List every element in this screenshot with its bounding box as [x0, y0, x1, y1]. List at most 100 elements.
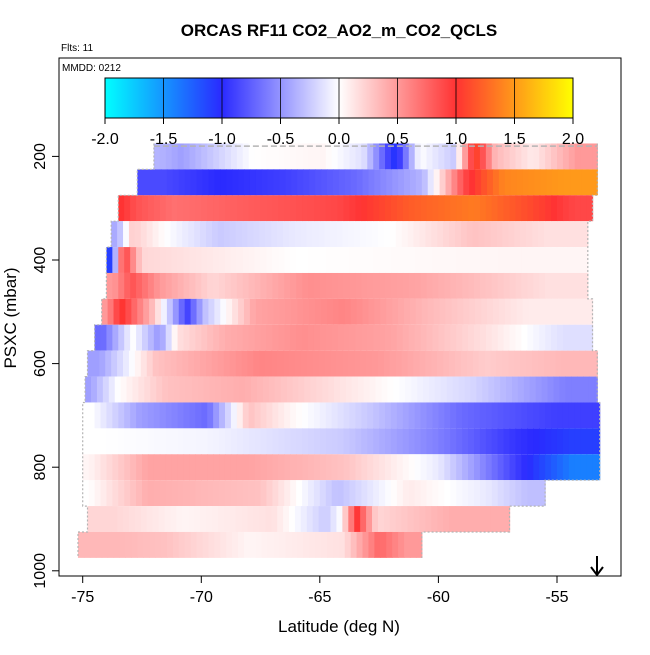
heatmap-cell [290, 480, 297, 507]
heatmap-cell [411, 376, 418, 403]
heatmap-cell [302, 324, 309, 351]
heatmap-cell [383, 350, 391, 377]
heatmap-cell [260, 454, 268, 481]
heatmap-cell [462, 247, 469, 273]
heatmap-cell [556, 428, 564, 455]
heatmap-cell [373, 195, 380, 222]
heatmap-cell [153, 402, 161, 429]
heatmap-cell [452, 376, 460, 403]
heatmap-cell [509, 324, 517, 351]
flight-track-line [77, 143, 155, 558]
heatmap-cell [385, 402, 392, 429]
heatmap-cell [236, 428, 244, 455]
heatmap-cell [372, 506, 379, 532]
heatmap-cell [245, 376, 252, 403]
heatmap-cell [164, 350, 172, 377]
heatmap-cell [349, 480, 357, 507]
heatmap-cell [372, 221, 379, 248]
heatmap-cell [527, 428, 534, 455]
heatmap-cell [165, 480, 173, 507]
heatmap-cell [108, 376, 116, 403]
heatmap-cell [574, 454, 582, 481]
heatmap-cell [124, 428, 131, 455]
heatmap-cell [326, 298, 334, 325]
heatmap-cell [171, 480, 179, 507]
colorbar-ticks: -2.0 -1.5 -1.0 -0.5 0.0 0.5 1.0 1.5 2.0 [91, 118, 584, 148]
heatmap-cell [437, 506, 444, 532]
heatmap-cell [313, 454, 321, 481]
heatmap-cell [444, 480, 451, 507]
y-tick-label: 200 [32, 143, 49, 170]
heatmap-cell [203, 376, 211, 403]
heatmap-cell [586, 454, 594, 481]
heatmap-cell [349, 324, 357, 351]
heatmap-cell [456, 480, 463, 507]
heatmap-cell [94, 324, 102, 351]
heatmap-cell [83, 531, 91, 558]
heatmap-cell [242, 454, 250, 481]
heatmap-cell [509, 480, 517, 507]
heatmap-cell [230, 324, 238, 351]
heatmap-cell [526, 350, 533, 377]
heatmap-cell [214, 531, 221, 558]
heatmap-cell [130, 272, 137, 299]
heatmap-cell [498, 298, 506, 325]
heatmap-cell [130, 454, 137, 481]
heatmap-cell [112, 324, 119, 351]
heatmap-cell [236, 247, 244, 273]
heatmap-cell [242, 428, 250, 455]
heatmap-cell [399, 376, 406, 403]
heatmap-cell [409, 531, 417, 558]
heatmap-cell [343, 402, 351, 429]
heatmap-cell [312, 506, 320, 532]
heatmap-cell [401, 350, 409, 377]
heatmap-cell [260, 247, 268, 273]
heatmap-cell [206, 506, 213, 532]
heatmap-cell [402, 143, 410, 170]
heatmap-cell [185, 376, 193, 403]
heatmap-cell [130, 195, 137, 222]
heatmap-cell [202, 298, 209, 325]
heatmap-cell [178, 169, 186, 196]
heatmap-cell [515, 247, 523, 273]
heatmap-cells [77, 143, 601, 558]
heatmap-cell [107, 298, 115, 325]
heatmap-cell [496, 221, 504, 248]
heatmap-cell [207, 324, 214, 351]
heatmap-cell [496, 350, 504, 377]
heatmap-cell [533, 324, 540, 351]
heatmap-cell [249, 531, 257, 558]
heatmap-cell [385, 428, 392, 455]
heatmap-cell [473, 272, 481, 299]
heatmap-cell [236, 480, 244, 507]
heatmap-cell [251, 376, 258, 403]
heatmap-cell [591, 350, 598, 377]
heatmap-cell [177, 428, 185, 455]
heatmap-cell [285, 169, 292, 196]
heatmap-cell [255, 298, 263, 325]
heatmap-cell [164, 506, 172, 532]
heatmap-cell [326, 531, 334, 558]
heatmap-cell [337, 454, 345, 481]
heatmap-cell [527, 402, 534, 429]
heatmap-cell [485, 454, 493, 481]
heatmap-cell [85, 376, 92, 403]
heatmap-cell [438, 195, 445, 222]
heatmap-cell [574, 324, 582, 351]
heatmap-cell [373, 324, 380, 351]
heatmap-cell [568, 272, 576, 299]
heatmap-cell [479, 480, 487, 507]
heatmap-cell [130, 247, 137, 273]
heatmap-cell [568, 247, 576, 273]
heatmap-cell [509, 272, 517, 299]
heatmap-cell [481, 298, 488, 325]
heatmap-cell [528, 298, 536, 325]
heatmap-cell [565, 376, 572, 403]
heatmap-cell [534, 298, 541, 325]
heatmap-cell [516, 169, 524, 196]
heatmap-cell [286, 376, 294, 403]
heatmap-cell [233, 376, 240, 403]
heatmap-cell [294, 506, 302, 532]
heatmap-cell [266, 143, 274, 170]
heatmap-cell [230, 428, 238, 455]
